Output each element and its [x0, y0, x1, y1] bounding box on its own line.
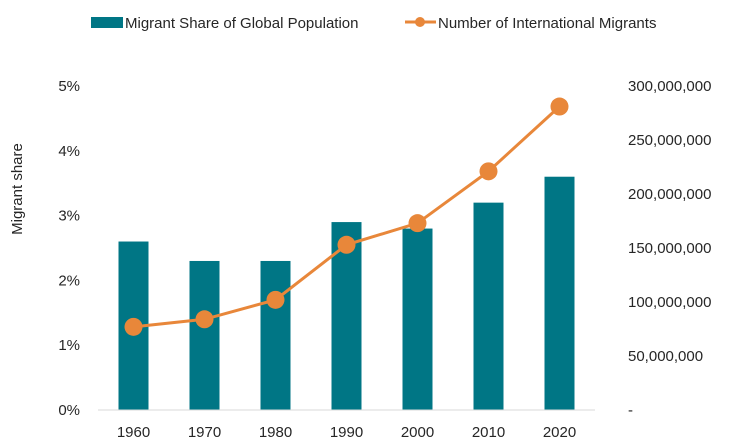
- y2-tick-label: 300,000,000: [628, 78, 711, 95]
- x-axis-ticks: 1960 1970 1980 1990 2000 2010 2020: [117, 424, 576, 441]
- y-tick-label: 0%: [58, 402, 80, 419]
- y-tick-label: 5%: [58, 78, 80, 95]
- y2-axis-ticks: - 50,000,000 100,000,000 150,000,000 200,000…: [628, 78, 711, 419]
- y2-tick-label: 150,000,000: [628, 240, 711, 257]
- legend-line-marker: [415, 17, 425, 27]
- bar-1980: [260, 260, 291, 410]
- line-series: [124, 97, 569, 336]
- migrants-point-1990: [337, 235, 356, 254]
- migrants-point-2020: [550, 97, 569, 116]
- y-axis-ticks: 0% 1% 2% 3% 4% 5%: [58, 78, 80, 419]
- legend-bar-swatch: [91, 17, 123, 28]
- migrants-point-1970: [195, 310, 214, 329]
- x-tick-label: 2000: [401, 424, 434, 441]
- x-tick-label: 1970: [188, 424, 221, 441]
- y-tick-label: 2%: [58, 272, 80, 289]
- bar-series: [118, 176, 575, 410]
- y-axis-title: Migrant share: [9, 143, 26, 235]
- migrants-point-1960: [124, 317, 143, 336]
- legend-line-label: Number of International Migrants: [438, 15, 656, 32]
- x-tick-label: 1990: [330, 424, 363, 441]
- legend-bar-label: Migrant Share of Global Population: [125, 15, 358, 32]
- bar-1970: [189, 260, 220, 410]
- y-tick-label: 1%: [58, 337, 80, 354]
- x-tick-label: 2020: [543, 424, 576, 441]
- migrants-point-2010: [479, 162, 498, 181]
- y2-tick-label: 250,000,000: [628, 132, 711, 149]
- x-tick-label: 2010: [472, 424, 505, 441]
- y2-tick-label: 200,000,000: [628, 186, 711, 203]
- migrants-point-1980: [266, 290, 285, 309]
- y-tick-label: 3%: [58, 208, 80, 225]
- bar-2020: [544, 176, 575, 410]
- legend: Migrant Share of Global Population Number…: [91, 15, 656, 32]
- x-tick-label: 1980: [259, 424, 292, 441]
- bar-2010: [473, 202, 504, 410]
- y2-tick-label: -: [628, 402, 633, 419]
- x-tick-label: 1960: [117, 424, 150, 441]
- bar-2000: [402, 228, 433, 410]
- y2-tick-label: 100,000,000: [628, 294, 711, 311]
- y2-tick-label: 50,000,000: [628, 348, 703, 365]
- migrants-point-2000: [408, 214, 427, 233]
- y-tick-label: 4%: [58, 143, 80, 160]
